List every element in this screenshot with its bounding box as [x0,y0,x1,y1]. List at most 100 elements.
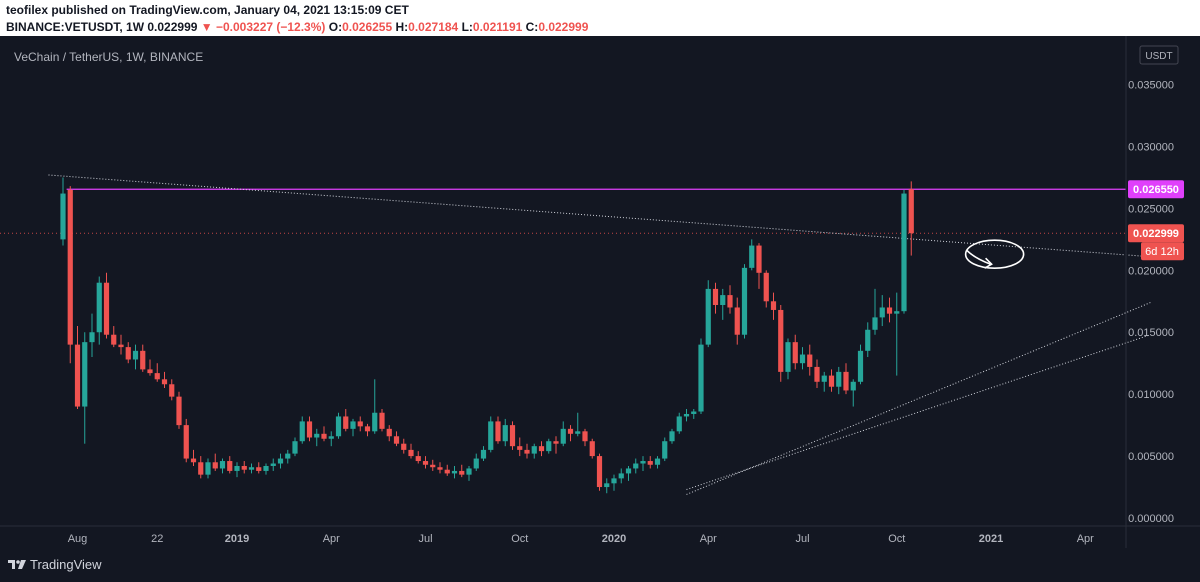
candle-body [459,470,465,475]
downtrend-line [48,174,1151,258]
candle-body [140,350,146,370]
candle-body [828,375,835,387]
candle-body [451,470,458,474]
x-tick-label: Aug [68,533,88,545]
candle-body [306,421,313,438]
y-tick-label: 0.015000 [1128,327,1174,339]
candle-body [683,413,690,417]
x-tick-label: Jul [418,533,432,545]
candle-body [415,456,421,462]
y-tick-label: 0.000000 [1128,513,1174,525]
candle-body [640,461,646,464]
candle-body [901,193,907,312]
candle-body [335,416,342,437]
candle-body [843,371,849,391]
candle-body [386,428,392,437]
candle-body [422,461,429,465]
candle-body [147,369,153,374]
candle-body [277,458,284,464]
candle-body [509,425,516,447]
x-tick-label: Jul [795,533,809,545]
y-tick-label: 0.005000 [1128,451,1174,463]
tradingview-logo-icon [8,560,26,569]
candle-body [60,193,66,240]
candle-body [821,375,827,382]
high-label: H: [395,20,409,34]
candles-layer [60,177,914,494]
support-trendline-1 [686,302,1151,495]
price-chart[interactable]: 0.035000 0.030000 0.025000 0.020000 0.015000… [0,36,1200,548]
candle-body [118,344,124,348]
brand-name: TradingView [30,557,102,572]
support-trendline-2 [686,334,1151,490]
x-tick-label: Oct [888,533,905,545]
candle-body [408,449,414,457]
candle-body [502,425,508,442]
candle-body [473,458,479,469]
interval: 1W [126,20,145,34]
candle-body [466,468,472,475]
candle-body [212,462,218,469]
candle-body [778,309,784,372]
candle-body [720,295,726,306]
candle-body [908,189,914,234]
candle-body [219,461,226,469]
candle-body [270,463,276,466]
y-tick-label: 0.035000 [1128,80,1174,92]
open-value: 0.026255 [342,20,393,34]
candle-body [67,189,73,345]
candle-body [538,446,545,452]
candle-body [836,371,842,387]
candle-body [589,441,595,457]
drawing-layer [0,174,1151,495]
x-tick-label: Apr [700,533,717,545]
y-tick-label: 0.030000 [1128,141,1174,153]
currency-badge[interactable] [1139,45,1179,65]
candle-body [531,446,537,454]
candle-body [241,465,247,470]
annotation-circle [964,239,1025,270]
price-label: 0.026550 [1133,184,1179,196]
candle-body [814,366,820,382]
candle-body [364,426,371,432]
candle-body [698,344,704,412]
candle-body [712,288,719,306]
candle-body [625,468,632,474]
candle-body [183,425,189,459]
annotation-arrowhead [984,257,993,269]
candle-body [705,288,711,345]
currency-label: USDT [1145,51,1172,62]
candle-body [567,428,574,434]
candle-body [393,436,400,444]
candle-body [154,373,160,380]
candle-body [89,332,95,343]
candle-body [662,441,668,459]
candle-body [125,347,131,360]
candle-body [74,344,81,407]
candle-body [886,307,893,314]
ohlc-line: BINANCE:VETUSDT, 1W 0.022999 ▼ −0.003227… [6,20,589,34]
x-tick-label: Oct [511,533,528,545]
low-label: L: [461,20,473,34]
candle-body [343,416,349,429]
countdown-box [1141,242,1184,261]
candle-body [314,433,320,438]
candle-body [560,428,566,444]
candle-body [785,342,791,372]
candle-body [611,478,617,484]
candle-body [401,443,407,450]
chart-area[interactable]: 0.035000 0.030000 0.025000 0.020000 0.015000… [0,36,1200,548]
y-tick-label: 0.025000 [1128,203,1174,215]
y-tick-label: 0.020000 [1128,265,1174,277]
chart-title: VeChain / TetherUS, 1W, BINANCE [14,50,203,64]
x-tick-label: 2020 [602,533,626,545]
candle-body [190,458,197,463]
candle-body [749,245,755,268]
candle-body [546,441,552,452]
price-change: ▼ −0.003227 (−12.3%) [200,20,326,34]
candle-body [807,354,813,367]
candle-body [756,245,762,273]
candle-body [872,317,878,330]
candle-body [524,449,530,454]
candle-body [372,412,378,432]
